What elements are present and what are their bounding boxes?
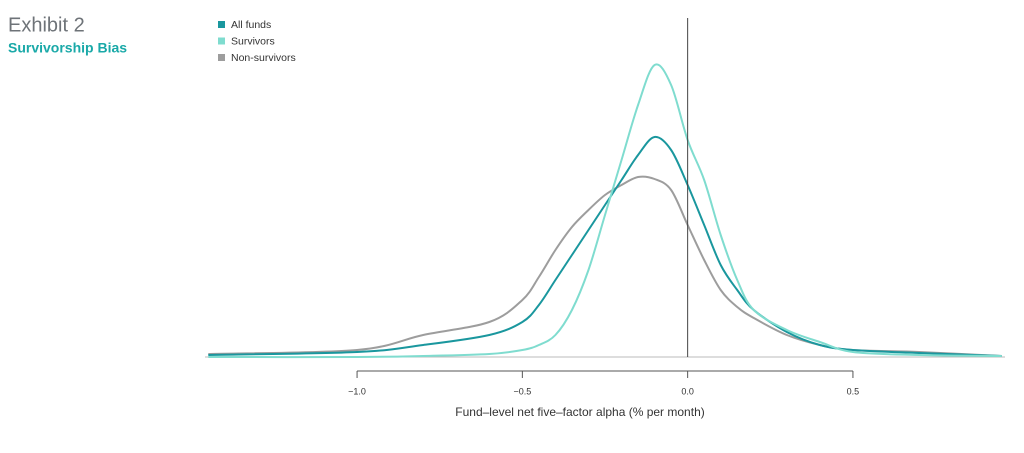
- x-tick-label: −0.5: [513, 386, 531, 396]
- chart-title: Exhibit 2: [8, 14, 85, 36]
- x-axis-label: Fund–level net five–factor alpha (% per …: [455, 405, 704, 419]
- chart-subtitle: Survivorship Bias: [8, 40, 127, 56]
- density-line: [208, 175, 1002, 357]
- density-line: [208, 63, 1002, 359]
- legend-swatch: [218, 37, 225, 45]
- legend-label: All funds: [231, 19, 271, 31]
- x-tick-label: 0.5: [847, 386, 860, 396]
- legend-label: Non-survivors: [231, 52, 296, 64]
- legend-label: Survivors: [231, 35, 275, 47]
- x-tick-label: 0.0: [681, 386, 694, 396]
- legend-swatch: [218, 21, 225, 28]
- legend-swatch: [218, 54, 225, 61]
- density-line: [208, 135, 1002, 357]
- x-tick-label: −1.0: [348, 386, 366, 396]
